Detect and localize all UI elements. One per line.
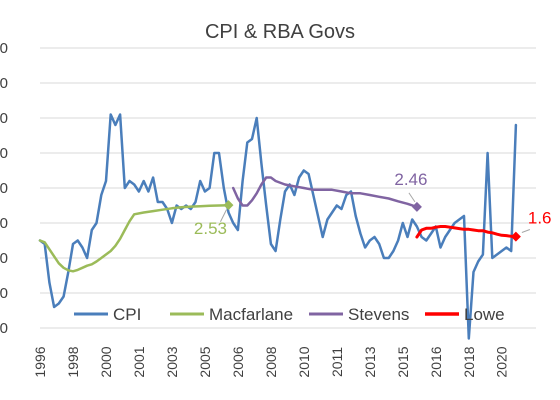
y-tick-label: .0 (0, 215, 8, 232)
series-lines (38, 113, 521, 340)
x-tick-label: 2001 (131, 346, 147, 377)
x-tick-label: 2011 (329, 347, 345, 377)
legend: CPI Macfarlane Stevens Lowe (74, 305, 505, 324)
series-line-stevens (231, 176, 419, 209)
end-marker-stevens (411, 201, 422, 212)
x-tick-label: 2013 (362, 346, 378, 377)
legend-label-macfarlane: Macfarlane (209, 305, 293, 324)
x-tick-label: 2015 (395, 346, 411, 377)
y-tick-label: .0 (0, 250, 8, 267)
y-tick-label: .0 (0, 285, 8, 302)
x-tick-label: 2020 (494, 346, 510, 377)
annotation-leader (408, 192, 416, 203)
legend-label-cpi: CPI (113, 305, 141, 324)
x-tick-label: 2006 (230, 346, 246, 377)
chart-title: CPI & RBA Govs (205, 21, 355, 43)
legend-label-stevens: Stevens (348, 305, 409, 324)
y-tick-label: .0 (0, 75, 8, 92)
annotation-leader (220, 209, 227, 222)
x-tick-label: 2008 (263, 346, 279, 377)
series-line-macfarlane (38, 203, 230, 273)
series-line-cpi (38, 113, 518, 340)
y-tick-label: .0 (0, 145, 8, 162)
x-tick-label: 2016 (428, 346, 444, 377)
end-marker-lowe (510, 231, 521, 242)
y-tick-labels: .0 .0 .0 .0 .0 .0 .0 .0 .0 (0, 40, 8, 337)
x-tick-label: 1998 (65, 346, 81, 377)
y-tick-label: .0 (0, 180, 8, 197)
x-tick-label: 2010 (296, 346, 312, 377)
annotation-leader (521, 229, 531, 233)
annotations: 2.53 2.46 1.6 (194, 170, 552, 238)
x-tick-label: 1996 (32, 346, 48, 377)
y-tick-label: .0 (0, 110, 8, 127)
x-tick-labels: 1996 1998 2000 2001 2003 2005 2006 2008 2010 2011… (32, 346, 510, 377)
x-tick-label: 2000 (98, 346, 114, 377)
y-tick-label: .0 (0, 40, 8, 57)
annotation-label: 1.6 (528, 209, 552, 228)
legend-label-lowe: Lowe (464, 305, 505, 324)
x-tick-label: 2018 (461, 346, 477, 377)
end-marker-macfarlane (223, 200, 234, 211)
annotation-label: 2.53 (194, 219, 227, 238)
series-line-lowe (415, 225, 518, 239)
annotation-label: 2.46 (394, 170, 427, 189)
x-tick-label: 2005 (197, 346, 213, 377)
y-tick-label: .0 (0, 320, 8, 337)
x-tick-label: 2003 (164, 346, 180, 377)
